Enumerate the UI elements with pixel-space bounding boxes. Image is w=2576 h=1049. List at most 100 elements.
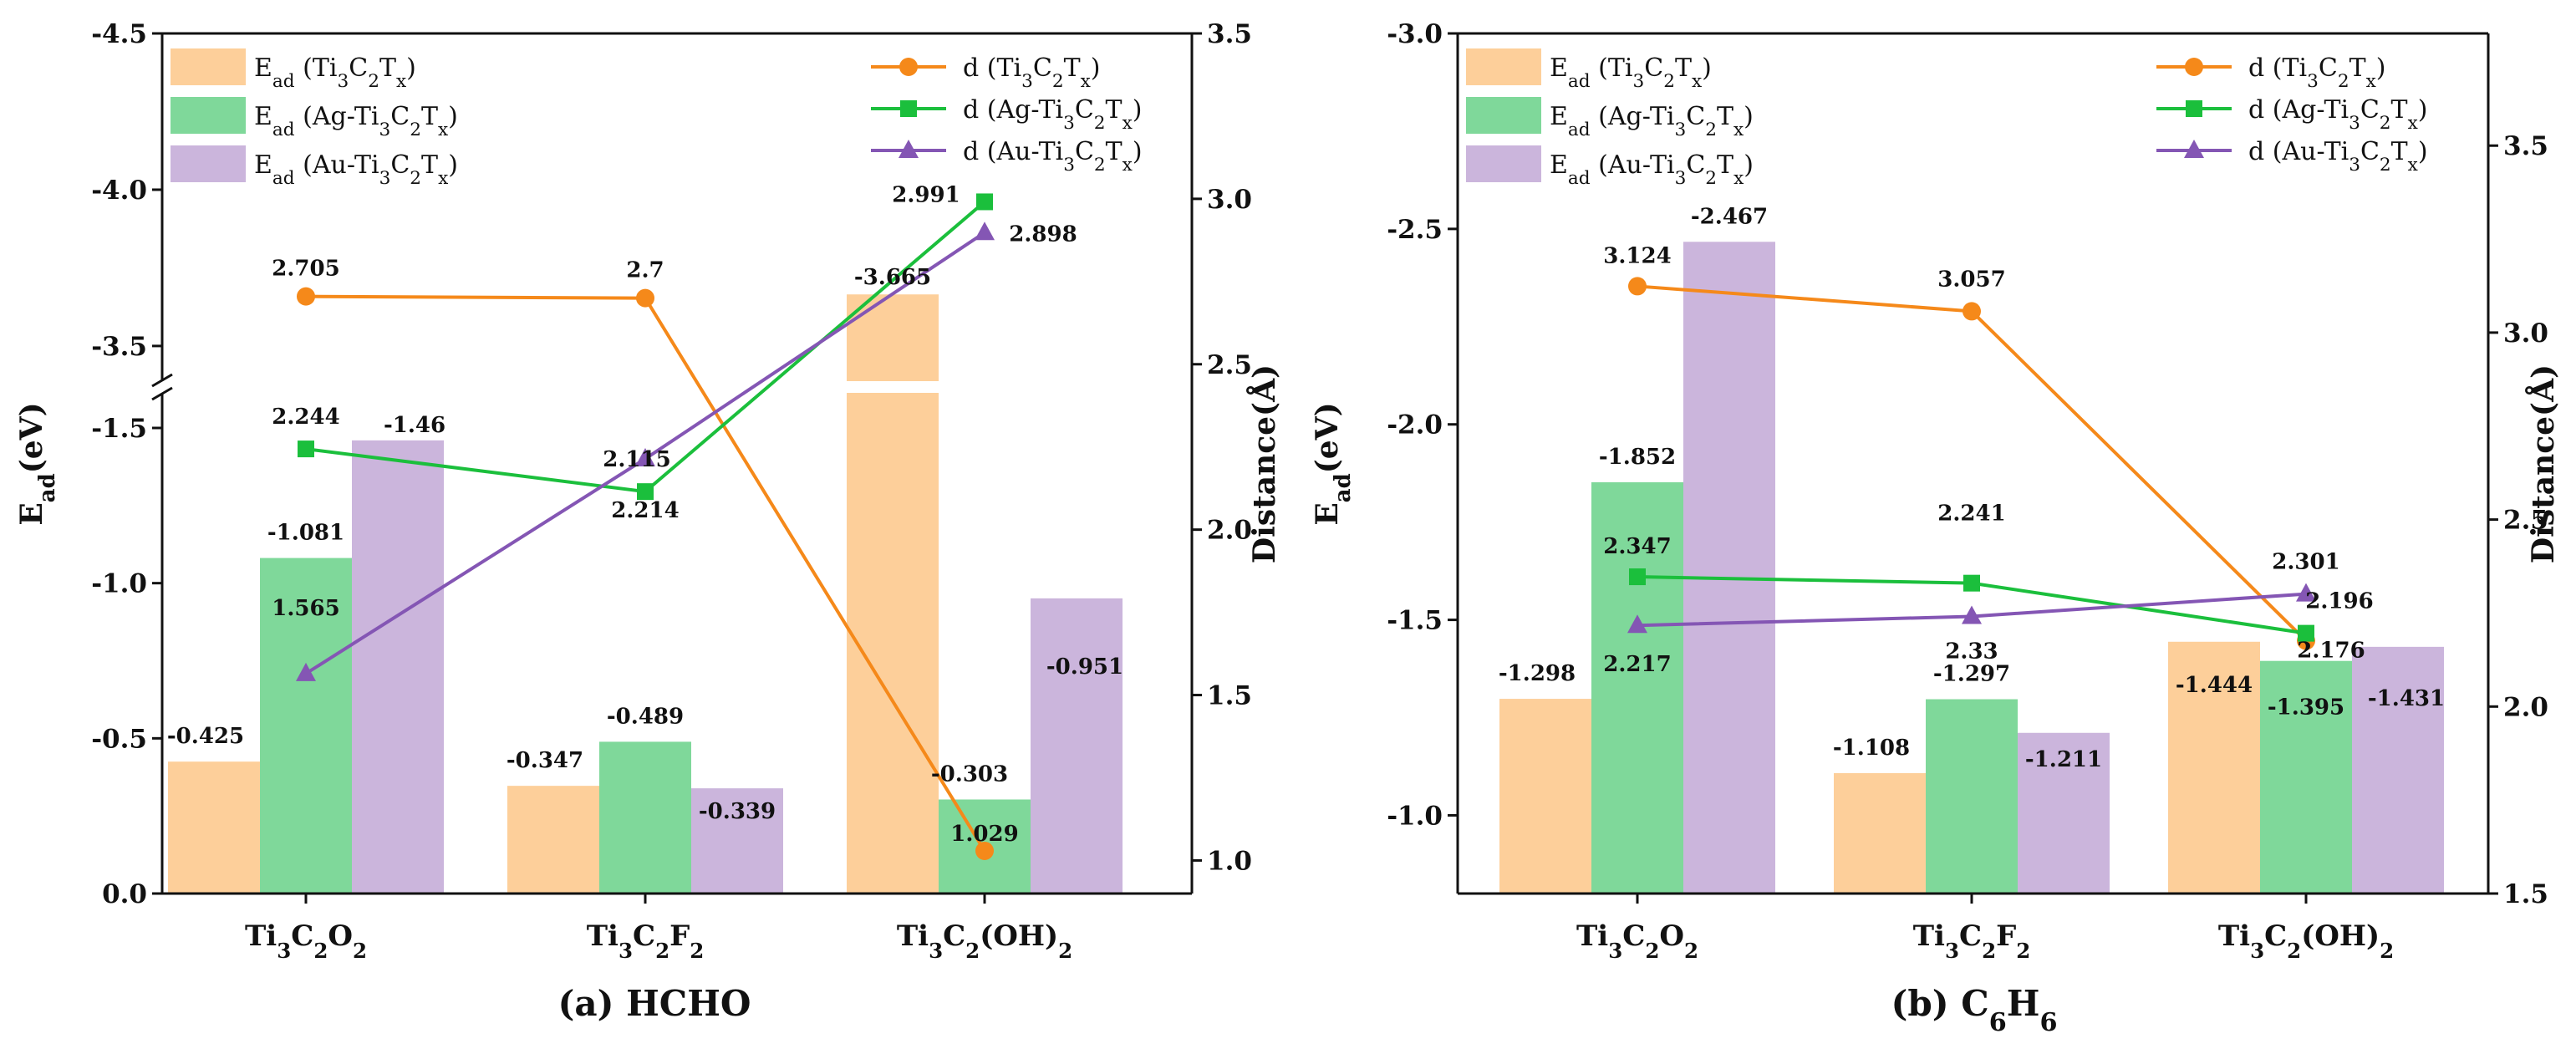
line-value-label: 3.124 [1603, 243, 1671, 268]
line-marker [2296, 583, 2316, 602]
legend-swatch [171, 48, 246, 85]
line-value-label: 2.991 [892, 182, 960, 207]
legend-swatch [1466, 97, 1541, 134]
legend-marker [900, 100, 917, 117]
bar-value-label: -0.425 [167, 724, 244, 749]
y-tick-label: -2.5 [1387, 215, 1443, 245]
bar-value-label: -1.297 [1933, 662, 2010, 687]
x-tick-label: Ti3C2F2 [1913, 919, 2031, 963]
bar-value-label: -1.298 [1499, 661, 1576, 686]
axis-break-mark [151, 386, 173, 401]
legend-label: d (Ti3C2Tx) [963, 53, 1101, 92]
bar [1031, 598, 1123, 894]
axis-break-gap [164, 381, 1190, 393]
bar [2352, 646, 2444, 894]
y2-tick-label: 2.5 [2503, 506, 2548, 536]
line-marker [636, 288, 654, 308]
legend-label: d (Ag-Ti3C2Tx) [2248, 95, 2427, 134]
y-tick-label: -1.0 [1387, 801, 1443, 831]
line-marker [637, 483, 654, 501]
bar [507, 786, 599, 894]
y-tick-label: -1.5 [1387, 606, 1443, 636]
y-tick-label: -3.5 [91, 332, 147, 362]
line-value-label: 2.301 [2272, 550, 2339, 575]
line-value-label: 2.33 [1945, 639, 1998, 665]
legend-label: Ead (Ti3C2Tx) [1550, 53, 1712, 92]
bar-value-label: -1.081 [267, 521, 344, 546]
legend-marker [899, 140, 919, 158]
y-tick-label: -0.5 [91, 724, 147, 754]
bar-value-label: -0.339 [699, 799, 776, 824]
bar [1591, 481, 1683, 894]
x-tick-label: Ti3C2O2 [1576, 919, 1698, 963]
y2-tick-label: 2.0 [1207, 516, 1252, 546]
bar [599, 741, 691, 894]
line-value-label: 2.214 [611, 498, 679, 523]
legend-label: d (Ti3C2Tx) [2248, 53, 2386, 92]
line-marker [2298, 624, 2314, 642]
x-tick-label: Ti3C2(OH)2 [2218, 919, 2394, 963]
line-marker [1962, 605, 1982, 624]
legend-marker [2184, 140, 2204, 158]
panel-title: (a) HCHO [558, 983, 751, 1024]
legend-label: d (Au-Ti3C2Tx) [963, 137, 1143, 176]
line-value-label: 2.217 [1603, 652, 1671, 677]
y-tick-label: -1.5 [91, 414, 147, 444]
bar-value-label: -1.395 [2268, 695, 2344, 721]
bar [1683, 242, 1775, 894]
y-tick-label: -1.0 [91, 569, 147, 599]
panel-a-hcho: 0.0 -0.5 -1.0 -1.5 -3.5 -4.0 -4.5 1.0 1.5 2.0 2.5 3… [14, 19, 1282, 1024]
legend-label: d (Au-Ti3C2Tx) [2248, 137, 2428, 176]
panel-title: (b) C6H6 [1891, 983, 2058, 1037]
y-tick-label: -4.0 [91, 176, 147, 206]
line-marker [1963, 574, 1980, 592]
line-marker [298, 440, 314, 458]
x-tick-label: Ti3C2(OH)2 [897, 919, 1072, 963]
legend-swatch [1466, 145, 1541, 182]
bar-value-label: -0.951 [1046, 654, 1123, 680]
line-value-label: 2.347 [1603, 534, 1671, 559]
y-tick-label: -4.5 [91, 19, 147, 49]
y2-axis-title: Distance(Å) [1247, 364, 1282, 563]
bar [2260, 660, 2352, 894]
legend-label: Ead (Ti3C2Tx) [254, 53, 416, 92]
bar [260, 558, 352, 894]
y2-axis-title: Distance(Å) [2526, 364, 2561, 563]
line-value-label: 3.057 [1937, 267, 2005, 292]
legend-label: Ead (Ag-Ti3C2Tx) [1550, 102, 1754, 140]
bar [1834, 772, 1926, 894]
legend-swatch [171, 97, 246, 134]
y2-tick-label: 3.5 [2503, 131, 2548, 161]
bar-value-label: -0.303 [931, 761, 1008, 787]
x-tick-label: Ti3C2O2 [245, 919, 367, 963]
y-tick-label: -3.0 [1387, 19, 1443, 49]
bar [1926, 699, 2018, 894]
bar [352, 440, 444, 894]
line-marker [975, 841, 994, 860]
y-axis-title: Ead(eV) [14, 402, 60, 525]
legend-marker [899, 58, 918, 76]
y-tick-label: 0.0 [102, 879, 147, 909]
bar [1499, 699, 1591, 894]
line-value-label: 1.029 [950, 822, 1018, 847]
bar-value-label: -1.211 [2025, 747, 2102, 772]
line-value-label: 2.115 [603, 447, 670, 472]
bar-value-label: -1.46 [384, 413, 445, 438]
legend-label: Ead (Au-Ti3C2Tx) [254, 150, 458, 189]
line-marker [297, 287, 315, 306]
legend-label: Ead (Au-Ti3C2Tx) [1550, 150, 1754, 189]
bar [168, 761, 260, 894]
bar-value-label: -0.489 [607, 704, 684, 729]
y2-tick-label: 2.0 [2503, 692, 2548, 722]
line-value-label: 2.898 [1009, 222, 1077, 247]
bar-value-label: -1.108 [1833, 736, 1910, 761]
line-marker [1627, 614, 1647, 634]
bar-value-label: -1.444 [2176, 673, 2253, 698]
y2-tick-label: 1.5 [1207, 681, 1252, 711]
line-marker [1963, 302, 1981, 321]
bar [847, 294, 939, 894]
legend-marker [2186, 100, 2202, 117]
y2-tick-label: 1.5 [2503, 879, 2548, 909]
panel-b-c6h6: -1.0 -1.5 -2.0 -2.5 -3.0 1.5 2.0 2.5 3.0 3.5 Ti3C2… [1310, 19, 2561, 1037]
